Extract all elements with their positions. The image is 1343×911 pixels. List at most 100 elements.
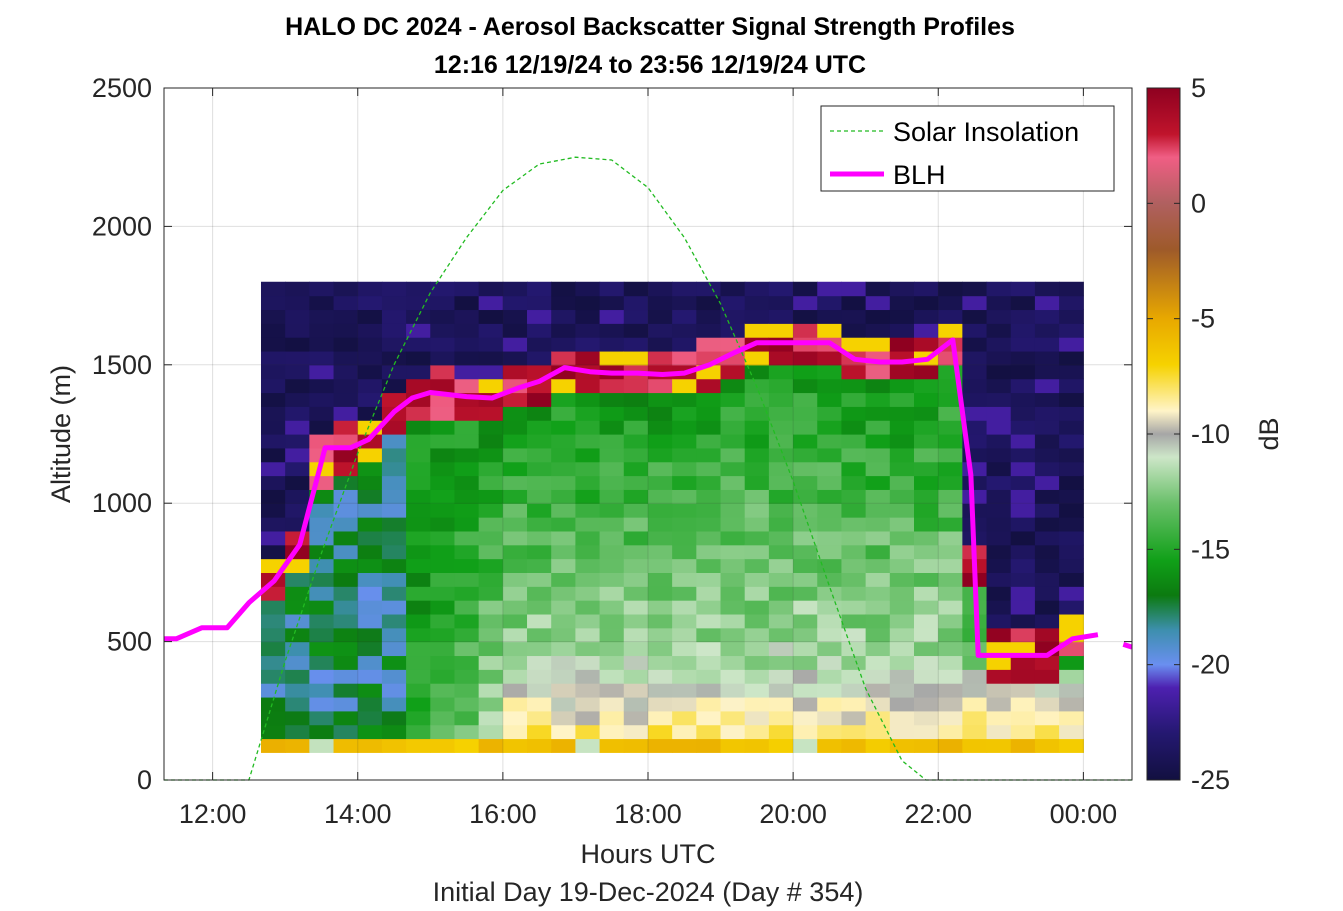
heatmap-cell xyxy=(647,600,673,615)
heatmap-cell xyxy=(430,641,456,657)
heatmap-cell xyxy=(1034,683,1060,698)
heatmap-cell xyxy=(1034,572,1060,587)
heatmap-cell xyxy=(454,627,480,643)
heatmap-cell xyxy=(889,364,915,380)
heatmap-cell xyxy=(1059,683,1084,698)
heatmap-cell xyxy=(502,586,528,601)
heatmap-cell xyxy=(357,558,383,573)
heatmap-cell xyxy=(527,600,552,615)
heatmap-cell xyxy=(841,337,867,352)
heatmap-cell xyxy=(841,683,867,698)
heatmap-cell xyxy=(938,558,963,573)
heatmap-cell xyxy=(986,669,1012,684)
heatmap-cell xyxy=(623,572,649,587)
heatmap-cell xyxy=(527,696,552,712)
heatmap-cell xyxy=(672,558,697,573)
heatmap-cell xyxy=(889,641,915,657)
heatmap-cell xyxy=(478,517,504,532)
heatmap-cell xyxy=(914,392,939,407)
y-tick-label: 2000 xyxy=(92,211,152,241)
heatmap-cell xyxy=(381,683,407,698)
heatmap-cell xyxy=(938,641,963,657)
heatmap-cell xyxy=(454,517,480,532)
heatmap-cell xyxy=(647,530,673,546)
heatmap-cell xyxy=(599,517,625,532)
heatmap-cell xyxy=(502,613,528,629)
heatmap-cell xyxy=(938,295,963,311)
heatmap-cell xyxy=(599,738,625,753)
heatmap-cell xyxy=(406,724,431,740)
heatmap-cell xyxy=(914,323,939,338)
heatmap-cell xyxy=(502,517,528,532)
heatmap-cell xyxy=(962,309,988,324)
heatmap-cell xyxy=(768,434,794,449)
heatmap-cell xyxy=(381,392,407,407)
heatmap-cell xyxy=(285,420,310,435)
heatmap-cell xyxy=(260,544,286,560)
heatmap-cell xyxy=(865,475,891,490)
heatmap-cell xyxy=(260,392,286,407)
heatmap-cell xyxy=(575,323,601,338)
heatmap-cell xyxy=(551,475,576,490)
heatmap-cell xyxy=(793,503,818,518)
heatmap-cell xyxy=(1034,696,1060,712)
heatmap-cell xyxy=(962,378,988,394)
heatmap-cell xyxy=(889,655,915,670)
heatmap-cell xyxy=(914,378,939,394)
heatmap-cell xyxy=(914,309,939,324)
heatmap-cell xyxy=(527,738,552,753)
heatmap-cell xyxy=(720,489,746,504)
heatmap-cell xyxy=(454,378,480,394)
heatmap-cell xyxy=(260,517,286,532)
heatmap-cell xyxy=(1034,461,1060,477)
heatmap-cell xyxy=(406,406,431,421)
heatmap-cell xyxy=(1034,544,1060,560)
heatmap-cell xyxy=(381,586,407,601)
heatmap-cell xyxy=(720,586,746,601)
heatmap-cell xyxy=(1010,281,1036,297)
heatmap-cell xyxy=(768,572,794,587)
heatmap-cell xyxy=(986,434,1012,449)
y-axis-ticks: 0 500 1000 1500 2000 2500 xyxy=(92,73,1132,795)
heatmap-cell xyxy=(914,530,939,546)
heatmap-cell xyxy=(720,683,746,698)
heatmap-cell xyxy=(1034,517,1060,532)
heatmap-cell xyxy=(1059,281,1084,297)
heatmap-cell xyxy=(260,503,286,518)
heatmap-cell xyxy=(768,738,794,753)
heatmap-cell xyxy=(768,475,794,490)
heatmap-cell xyxy=(381,281,407,297)
heatmap-cell xyxy=(962,350,988,366)
heatmap-cell xyxy=(502,447,528,463)
heatmap-cell xyxy=(865,337,891,352)
heatmap-cell xyxy=(406,696,431,712)
heatmap-cell xyxy=(865,724,891,740)
heatmap-cell xyxy=(672,600,697,615)
heatmap-cell xyxy=(309,392,335,407)
heatmap-cell xyxy=(285,710,310,726)
heatmap-cell xyxy=(793,669,818,684)
heatmap-cell xyxy=(647,696,673,712)
heatmap-cell xyxy=(672,447,697,463)
heatmap-cell xyxy=(575,558,601,573)
heatmap-cell xyxy=(527,572,552,587)
heatmap-cell xyxy=(430,710,456,726)
heatmap-cell xyxy=(502,309,528,324)
heatmap-cell xyxy=(333,544,359,560)
heatmap-cell xyxy=(768,392,794,407)
heatmap-cell xyxy=(1059,392,1084,407)
heatmap-cell xyxy=(793,696,818,712)
heatmap-cell xyxy=(696,392,722,407)
heatmap-cell xyxy=(623,281,649,297)
heatmap-cell xyxy=(333,309,359,324)
heatmap-cell xyxy=(962,669,988,684)
heatmap-cell xyxy=(623,475,649,490)
heatmap-cell xyxy=(381,613,407,629)
heatmap-cell xyxy=(1010,530,1036,546)
heatmap-cell xyxy=(793,613,818,629)
heatmap-cell xyxy=(285,489,310,504)
heatmap-cell xyxy=(430,420,456,435)
heatmap-cell xyxy=(696,295,722,311)
heatmap-cell xyxy=(478,724,504,740)
heatmap-cell xyxy=(865,683,891,698)
